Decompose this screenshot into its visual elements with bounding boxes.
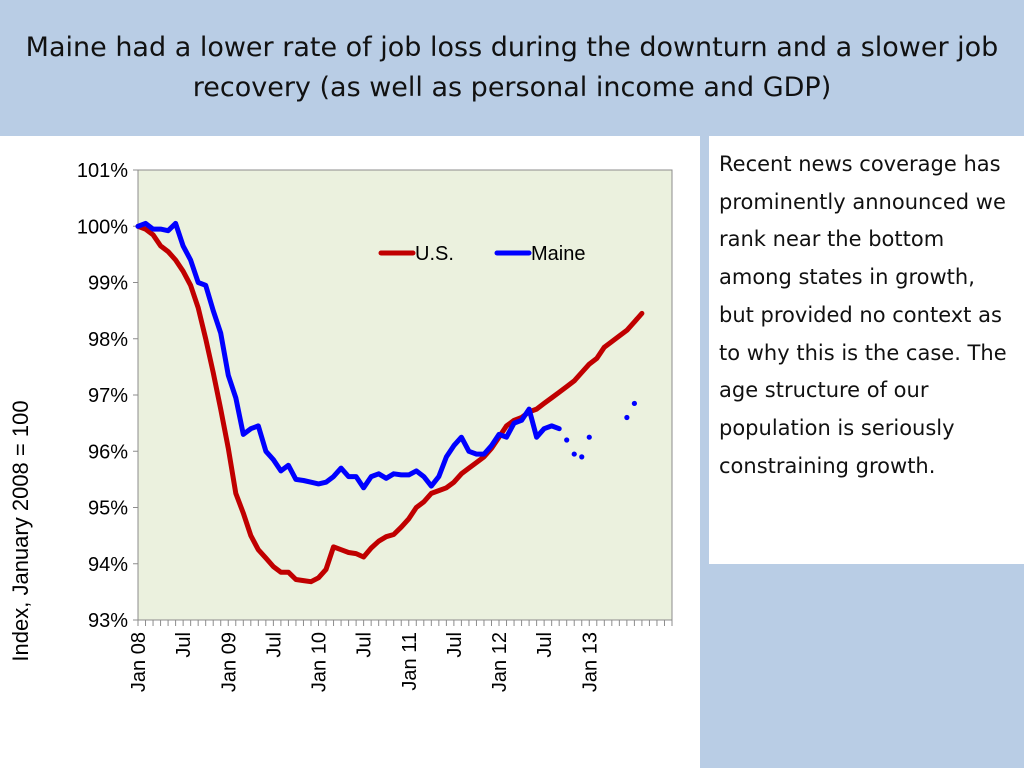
x-tick-label: Jul	[354, 632, 376, 658]
y-tick-label: 95%	[88, 498, 128, 520]
slide-title: Maine had a lower rate of job loss durin…	[0, 0, 1024, 136]
x-tick-label: Jul	[173, 632, 195, 658]
slide-title-text: Maine had a lower rate of job loss durin…	[25, 32, 999, 103]
legend-label-u-s: U.S.	[415, 243, 454, 265]
legend-label-maine: Maine	[531, 243, 585, 265]
x-tick-label: Jan 11	[399, 632, 421, 691]
series-point-maine	[586, 434, 592, 440]
line-chart: 93%94%95%96%97%98%99%100%101% Jan 08 Jul J…	[8, 160, 673, 692]
y-tick-label: 101%	[77, 160, 128, 182]
y-axis: 93% 94% 95% 96% 97% 98% 99% 100% 101%	[77, 160, 138, 632]
series-layer	[135, 220, 645, 585]
x-tick-label: Jul	[534, 632, 556, 658]
y-tick-label: 100%	[77, 216, 128, 238]
chart-panel: 93% 94% 95% 96% 97% 98% 99% 100% 101% Jan 08 Jul J…	[0, 136, 700, 768]
series-line-u-s	[135, 223, 645, 585]
x-tick-label: Jan 09	[218, 632, 240, 692]
y-tick-label: 94%	[88, 554, 128, 576]
side-commentary: Recent news coverage has prominently ann…	[719, 152, 1007, 478]
x-tick-label: Jan 10	[309, 632, 331, 692]
side-panel: Recent news coverage has prominently ann…	[709, 136, 1024, 564]
series-line-maine	[135, 220, 562, 491]
legend: U.S. Maine	[378, 243, 585, 265]
x-tick-label: Jul	[263, 632, 285, 658]
y-tick-label: 99%	[88, 273, 128, 295]
y-tick-label: 97%	[88, 385, 128, 407]
y-tick-label: 96%	[88, 441, 128, 463]
x-tick-label: Jul	[444, 632, 466, 658]
plot-area	[137, 169, 673, 621]
y-tick-label: 98%	[88, 329, 128, 351]
y-axis-label: Index, January 2008 = 100	[8, 400, 33, 661]
y-tick-label: 93%	[88, 610, 128, 632]
series-point-maine	[571, 451, 577, 457]
series-point-maine	[631, 400, 637, 407]
x-tick-label: Jan 12	[489, 632, 511, 692]
series-point-maine	[624, 414, 630, 421]
series-point-maine	[564, 437, 570, 443]
x-axis: Jan 08 Jul Jan 09 Jul Jan 10 Jul Jan 11 Jul Jan …	[128, 620, 673, 692]
x-tick-label: Jan 13	[579, 632, 601, 692]
x-tick-label: Jan 08	[128, 632, 150, 692]
series-point-maine	[579, 454, 585, 460]
